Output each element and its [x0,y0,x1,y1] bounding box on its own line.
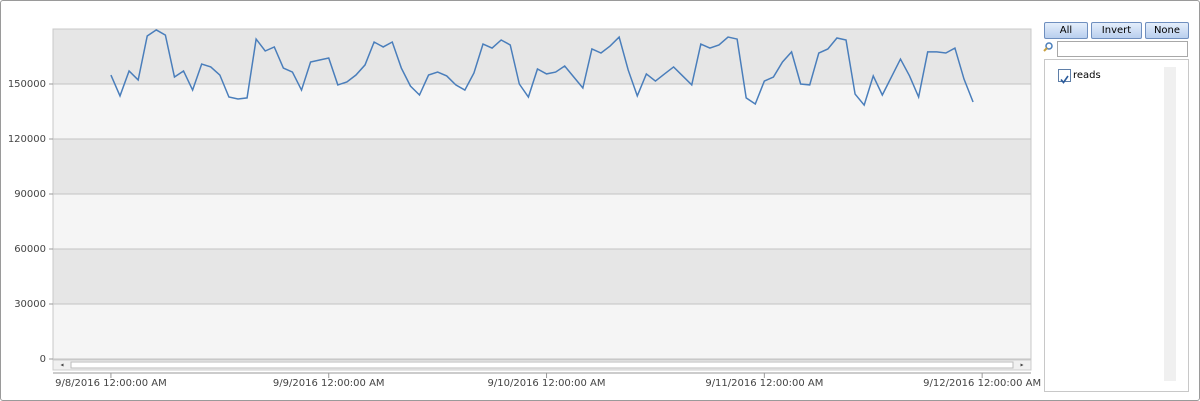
x-tick-label: 9/10/2016 12:00:00 AM [488,378,606,389]
v-scrollbar[interactable] [1164,67,1176,381]
y-tick-label: 90000 [14,189,46,200]
scroll-right[interactable]: ▸ [1020,362,1023,369]
legend-label[interactable]: reads [1073,70,1101,81]
y-tick-label: 60000 [14,244,46,255]
y-tick-label: 0 [40,354,46,365]
plot-band [53,139,1031,194]
scroll-left[interactable]: ◂ [60,362,63,369]
y-tick-label: 30000 [14,299,46,310]
plot-band [53,249,1031,304]
h-scroll-thumb[interactable] [70,361,1014,369]
x-tick-label: 9/12/2016 12:00:00 AM [923,378,1041,389]
y-tick-label: 150000 [8,79,46,90]
check-mark [1060,75,1069,84]
button-none[interactable]: None [1145,22,1189,39]
button-all[interactable]: All [1044,22,1088,39]
y-tick-label: 120000 [8,134,46,145]
x-tick-label: 9/9/2016 12:00:00 AM [273,378,385,389]
series-checkbox[interactable] [1058,69,1071,84]
x-tick-label: 9/11/2016 12:00:00 AM [705,378,823,389]
plot-band [53,304,1031,359]
plot-band [53,29,1031,84]
search-box[interactable] [1057,41,1188,57]
button-invert[interactable]: Invert [1091,22,1142,39]
series-line [110,29,974,107]
plot-band [53,194,1031,249]
x-tick-label: 9/8/2016 12:00:00 AM [55,378,167,389]
